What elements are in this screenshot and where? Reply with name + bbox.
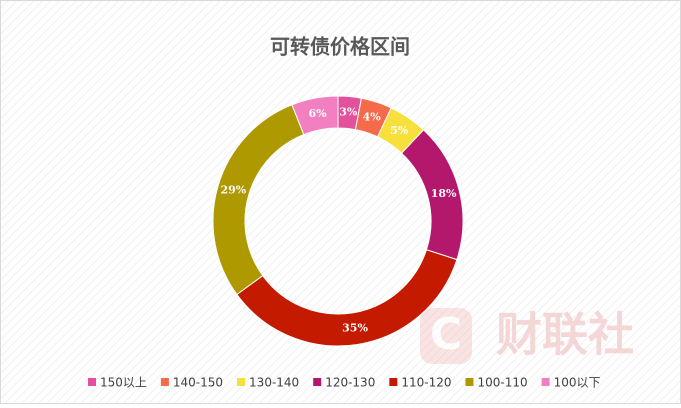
legend-label: 140-150 xyxy=(173,376,223,390)
legend-swatch xyxy=(313,378,322,386)
legend-swatch xyxy=(465,378,474,386)
data-label: 4% xyxy=(363,110,382,123)
svg-text:C: C xyxy=(430,309,462,360)
data-label: 5% xyxy=(390,124,409,137)
data-label: 18% xyxy=(431,187,457,200)
watermark: 财联社 xyxy=(496,308,634,362)
slice xyxy=(291,95,339,136)
data-label: 6% xyxy=(309,107,328,120)
legend-swatch xyxy=(541,378,550,386)
chart-title: 可转债价格区间 xyxy=(270,35,410,59)
legend-label: 130-140 xyxy=(249,376,299,390)
legend-label: 110-120 xyxy=(401,376,451,390)
legend-swatch xyxy=(88,378,96,386)
legend-label: 100-110 xyxy=(477,376,527,390)
legend-swatch xyxy=(389,378,398,386)
watermark-logo: C xyxy=(420,308,472,364)
data-label: 29% xyxy=(220,184,246,197)
legend-label: 120-130 xyxy=(325,376,375,390)
legend-label: 150以上 xyxy=(100,376,147,390)
data-label: 3% xyxy=(339,105,358,118)
legend-swatch xyxy=(160,378,169,386)
legend-label: 100以下 xyxy=(554,376,601,390)
legend-swatch xyxy=(237,378,246,386)
data-label: 35% xyxy=(342,322,368,335)
